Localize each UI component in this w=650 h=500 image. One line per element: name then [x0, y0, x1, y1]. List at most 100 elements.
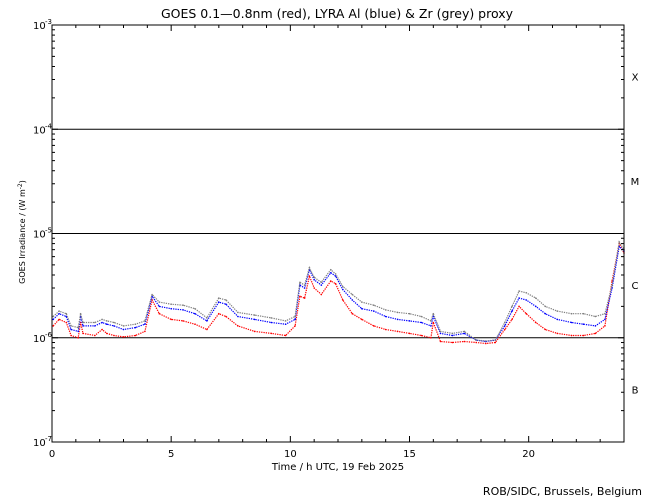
series-0-point-10 [113, 334, 115, 337]
y-tick-label-exp-4: -7 [45, 435, 52, 443]
series-1-point-7 [94, 325, 96, 327]
series-1-point-36 [361, 307, 363, 310]
y-tick-label-3: 10 [33, 334, 46, 345]
series-1-point-52 [518, 297, 520, 299]
series-0-point-31 [320, 293, 323, 296]
y-tick-label-exp-2: -5 [45, 227, 52, 235]
x-tick-label-4: 20 [522, 449, 535, 460]
series-2-point-35 [351, 293, 354, 296]
x-axis: 0 5 10 15 20 [49, 25, 601, 460]
series-2-point-61 [611, 284, 613, 286]
series-0-point-6 [82, 332, 84, 335]
series-0-point-41 [420, 334, 423, 337]
series-2-point-44 [439, 330, 442, 333]
series-0-point-50 [504, 328, 506, 331]
series-2-point-59 [594, 315, 597, 318]
series-2-point-0 [52, 315, 54, 318]
y-axis: 10-310-410-510-610-7 [33, 18, 624, 449]
y-axis-label: GOES Irradiance / (W m-2) [17, 180, 27, 284]
series-1-point-56 [556, 318, 559, 321]
series-2-point-46 [463, 330, 466, 333]
series-2-point-3 [70, 325, 72, 327]
series-2-point-52 [518, 290, 520, 292]
series-0-point-37 [373, 325, 375, 327]
series-1-point-22 [237, 315, 239, 318]
series-0-point-58 [582, 334, 585, 337]
series-0-point-56 [556, 332, 559, 335]
series-1-point-60 [604, 318, 606, 321]
series-1-point-53 [525, 299, 528, 301]
series-0-point-40 [408, 332, 411, 335]
series-1-point-30 [313, 279, 316, 281]
series-1-point-0 [52, 318, 54, 321]
series-2-point-5 [79, 312, 82, 315]
series-2-point-49 [494, 339, 497, 341]
series-0-point-27 [299, 295, 301, 298]
series-2-point-51 [511, 305, 513, 308]
y-tick-label-exp-3: -6 [45, 331, 53, 339]
series-2-point-37 [373, 304, 375, 307]
series-2-point-58 [582, 312, 585, 315]
flare-class-labels: X M C B [631, 73, 640, 397]
series-1-point-25 [284, 323, 287, 326]
series-1-point-39 [396, 318, 399, 321]
series-0-point-2 [65, 321, 68, 324]
series-2-point-57 [570, 312, 573, 315]
series-2-point-11 [122, 325, 125, 327]
series-2-point-1 [58, 310, 60, 312]
series-0-point-36 [361, 318, 363, 321]
series-2-point-45 [451, 332, 454, 335]
series-1-point-43 [432, 315, 435, 318]
series-1-point-18 [194, 312, 196, 315]
series-0-point-38 [384, 328, 387, 331]
series-2-point-4 [77, 326, 79, 329]
series-1-point-19 [206, 320, 208, 322]
flare-class-m: M [631, 177, 640, 188]
series-1-point-58 [582, 323, 585, 326]
series-0-point-20 [218, 312, 220, 315]
series-1 [52, 245, 625, 343]
series-0-point-8 [101, 328, 103, 331]
series-0-point-52 [518, 305, 520, 308]
series-1-point-51 [511, 310, 513, 312]
series-2-point-10 [113, 321, 115, 324]
series-0-point-16 [170, 318, 172, 321]
series-1-point-23 [253, 318, 256, 321]
series-1-point-26 [294, 318, 296, 321]
y-tick-label-4: 10 [33, 438, 46, 449]
series-2-point-15 [158, 301, 161, 303]
series-0-point-13 [144, 330, 146, 333]
series-0-point-42 [430, 337, 432, 339]
series-1-point-32 [330, 272, 332, 274]
series-1-point-15 [158, 305, 161, 308]
series-1-point-10 [113, 325, 115, 327]
series-0-point-53 [525, 312, 528, 315]
series-1-point-46 [463, 332, 466, 335]
series-0-point-34 [342, 299, 344, 301]
series-1-point-45 [451, 334, 454, 337]
series-0-point-0 [52, 325, 54, 327]
series-2-point-12 [134, 323, 137, 326]
series-1-point-61 [611, 287, 613, 289]
series-2-point-7 [94, 321, 96, 324]
series-1-point-12 [134, 326, 137, 329]
y-tick-label-1: 10 [33, 125, 46, 136]
series-1-point-20 [218, 301, 220, 303]
series-1-point-6 [82, 325, 84, 327]
series-0-point-25 [284, 334, 287, 337]
series-2-point-32 [330, 268, 332, 271]
y-tick-label-exp-1: -4 [45, 122, 53, 130]
series-0-point-17 [182, 320, 184, 322]
y-tick-label-exp-0: -3 [45, 18, 52, 26]
flare-class-b: B [632, 385, 639, 396]
class-lines [52, 128, 624, 339]
series-0-point-51 [511, 318, 513, 321]
series-1-point-55 [544, 312, 547, 315]
series-2-point-27 [299, 281, 301, 284]
series-2-point-21 [225, 299, 227, 301]
series-2-line [52, 240, 625, 342]
series-0-point-9 [106, 332, 108, 335]
series-1-point-38 [384, 315, 387, 318]
series-1-line [52, 245, 625, 343]
series-2-point-28 [303, 284, 306, 286]
